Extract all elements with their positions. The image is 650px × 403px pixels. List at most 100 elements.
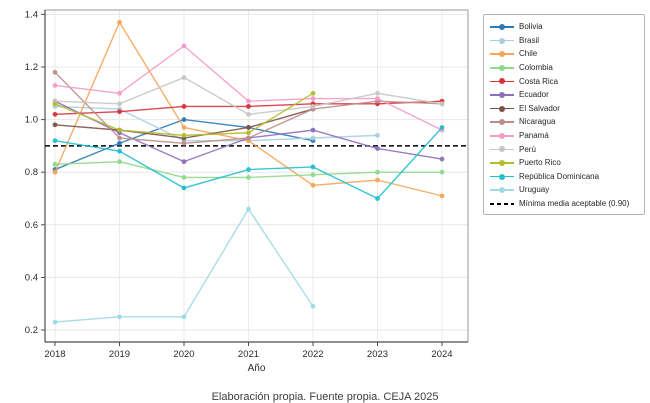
legend-item: Puerto Rico <box>490 156 638 170</box>
legend-line-marker-icon <box>490 185 514 195</box>
y-tick-label: 0.4 <box>25 272 38 283</box>
data-point <box>246 111 251 117</box>
data-point <box>52 138 58 144</box>
data-point <box>52 101 58 107</box>
data-point <box>52 69 58 75</box>
legend-item: Chile <box>490 47 638 61</box>
legend-item: Bolivia <box>490 20 638 34</box>
legend-label: República Dominicana <box>519 171 600 181</box>
legend-line-marker-icon <box>490 171 514 181</box>
data-point <box>246 104 251 109</box>
data-point <box>439 169 445 175</box>
legend-item: Colombia <box>490 61 638 75</box>
data-point <box>310 90 316 96</box>
data-point <box>246 167 251 172</box>
legend-label: Brasil <box>519 35 540 45</box>
x-tick-label: 2023 <box>367 349 388 360</box>
legend-line-marker-icon <box>490 22 514 32</box>
data-point <box>246 130 251 136</box>
data-point <box>439 156 445 162</box>
data-point <box>310 104 316 109</box>
legend-line-marker-icon <box>490 90 514 100</box>
data-point <box>52 83 58 88</box>
legend-label: Uruguay <box>519 185 550 195</box>
legend-item: Nicaragua <box>490 115 638 129</box>
legend-line-marker-icon <box>490 158 514 168</box>
data-point <box>246 206 251 212</box>
y-tick-label: 1.4 <box>25 9 38 20</box>
legend-line-marker-icon <box>490 144 514 154</box>
chart-legend: Bolivia Brasil Chile Colombia Costa Rica Ecua… <box>483 14 645 216</box>
y-tick-label: 1.0 <box>25 115 38 126</box>
data-point <box>246 125 251 130</box>
data-point <box>439 101 445 107</box>
data-point <box>310 127 316 133</box>
data-point <box>52 319 58 325</box>
legend-line-marker-icon <box>490 63 514 73</box>
data-point <box>439 125 445 130</box>
legend-label: Ecuador <box>519 90 549 100</box>
x-tick-label: 2020 <box>173 349 194 360</box>
data-point <box>52 161 58 167</box>
data-point <box>181 117 187 122</box>
legend-label: Colombia <box>519 63 553 73</box>
chart-svg: 0.2 0.4 0.6 0.8 1.0 1.2 1.4 2018 2019 2020 2021 202… <box>25 9 469 374</box>
data-point <box>310 303 316 309</box>
legend-item: Costa Rica <box>490 74 638 88</box>
data-point <box>181 140 187 146</box>
data-point <box>181 132 187 138</box>
data-point <box>117 148 122 154</box>
legend-item: Uruguay <box>490 183 638 197</box>
y-tick-label: 0.8 <box>25 167 38 178</box>
legend-dashed-line-icon <box>490 199 514 209</box>
data-point <box>375 196 380 201</box>
data-point <box>310 164 316 170</box>
plot-frame <box>44 9 469 343</box>
legend-label: Puerto Rico <box>519 158 561 168</box>
data-point <box>52 122 58 128</box>
data-point <box>375 132 380 138</box>
data-point <box>117 101 122 107</box>
legend-line-marker-icon <box>490 49 514 59</box>
data-point <box>310 135 316 141</box>
y-tick-label: 0.2 <box>25 325 38 336</box>
x-tick-label: 2019 <box>109 349 130 360</box>
legend-item: Perú <box>490 142 638 156</box>
data-point <box>181 125 187 130</box>
legend-item: Brasil <box>490 34 638 48</box>
legend-label: Chile <box>519 49 538 59</box>
data-point <box>117 127 122 133</box>
legend-label: Costa Rica <box>519 76 559 86</box>
legend-label: Perú <box>519 144 536 154</box>
x-axis-label: Año <box>248 363 266 374</box>
data-point <box>375 90 380 96</box>
data-point <box>310 96 316 101</box>
data-point <box>246 98 251 104</box>
legend-item: Mínima media aceptable (0.90) <box>490 197 638 211</box>
data-point <box>246 175 251 180</box>
legend-item: Ecuador <box>490 88 638 102</box>
legend-line-marker-icon <box>490 35 514 45</box>
data-point <box>375 169 380 175</box>
legend-line-marker-icon <box>490 131 514 141</box>
data-point <box>117 135 122 141</box>
data-point <box>117 314 122 320</box>
legend-label: Mínima media aceptable (0.90) <box>519 199 630 209</box>
legend-label: Bolivia <box>519 22 543 32</box>
data-point <box>117 90 122 96</box>
legend-line-marker-icon <box>490 76 514 86</box>
legend-label: Nicaragua <box>519 117 556 127</box>
y-tick-label: 0.6 <box>25 220 38 231</box>
legend-item: El Salvador <box>490 102 638 116</box>
data-point <box>375 177 380 183</box>
legend-label: El Salvador <box>519 103 560 113</box>
x-tick-label: 2018 <box>44 349 65 360</box>
data-point <box>117 19 122 25</box>
x-tick-label: 2024 <box>431 349 452 360</box>
data-point <box>310 172 316 178</box>
data-point <box>375 146 380 151</box>
y-tick-label: 1.2 <box>25 62 38 73</box>
data-point <box>246 135 251 141</box>
legend-line-marker-icon <box>490 103 514 113</box>
